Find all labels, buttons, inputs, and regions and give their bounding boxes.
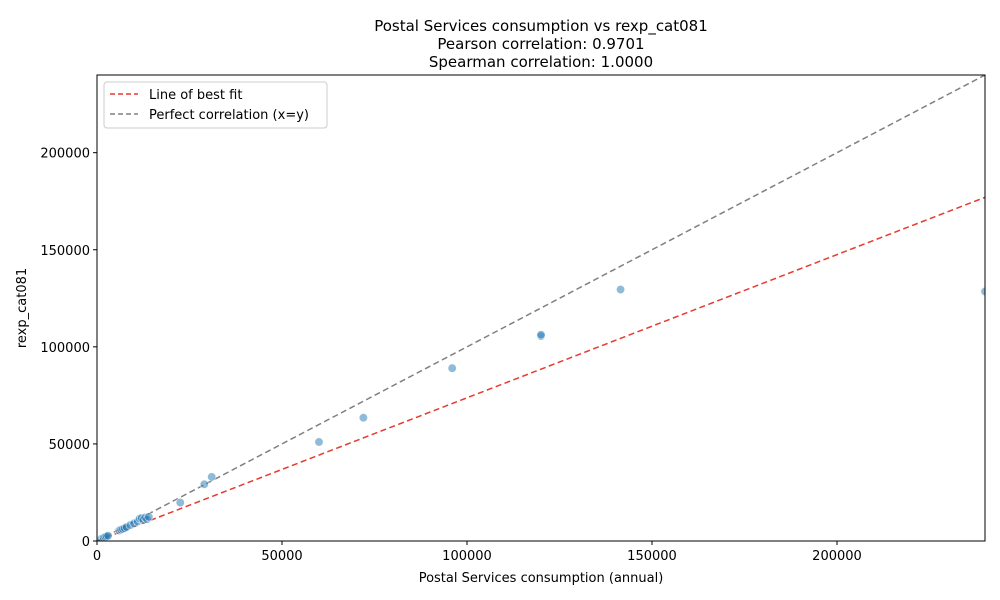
data-point bbox=[616, 285, 626, 295]
y-axis: 0 50000 100000 150000 200000 bbox=[40, 147, 97, 550]
data-point bbox=[199, 479, 209, 489]
perfect-correlation-line bbox=[97, 75, 985, 541]
data-point bbox=[144, 512, 154, 522]
y-tick-label: 0 bbox=[82, 535, 90, 550]
legend-label-best-fit: Line of best fit bbox=[149, 88, 242, 103]
best-fit-line bbox=[97, 196, 985, 541]
data-point bbox=[175, 498, 185, 508]
chart-title-line-1: Postal Services consumption vs rexp_cat0… bbox=[374, 17, 708, 36]
y-tick-label: 50000 bbox=[49, 438, 90, 453]
x-tick-label: 150000 bbox=[627, 549, 677, 564]
x-tick-label: 200000 bbox=[812, 549, 862, 564]
legend: Line of best fit Perfect correlation (x=… bbox=[103, 81, 328, 129]
data-point bbox=[207, 472, 217, 482]
y-axis-title: rexp_cat081 bbox=[15, 268, 30, 348]
plot-area bbox=[97, 75, 985, 541]
data-point bbox=[103, 531, 113, 541]
y-tick-label: 150000 bbox=[40, 244, 90, 259]
x-axis-title: Postal Services consumption (annual) bbox=[419, 571, 664, 586]
data-point bbox=[536, 330, 546, 340]
legend-box bbox=[103, 81, 328, 129]
x-axis: 0 50000 100000 150000 200000 bbox=[93, 541, 862, 564]
y-tick-label: 100000 bbox=[40, 341, 90, 356]
chart-title-line-3: Spearman correlation: 1.0000 bbox=[429, 53, 653, 71]
data-point bbox=[447, 363, 457, 373]
legend-label-perfect: Perfect correlation (x=y) bbox=[149, 108, 309, 123]
plot-frame bbox=[96, 74, 986, 542]
data-point bbox=[314, 437, 324, 447]
x-tick-label: 100000 bbox=[442, 549, 492, 564]
data-point bbox=[358, 413, 368, 423]
y-tick-label: 200000 bbox=[40, 147, 90, 162]
chart-title-line-2: Pearson correlation: 0.9701 bbox=[437, 35, 644, 53]
x-tick-label: 50000 bbox=[261, 549, 302, 564]
x-tick-label: 0 bbox=[93, 549, 101, 564]
